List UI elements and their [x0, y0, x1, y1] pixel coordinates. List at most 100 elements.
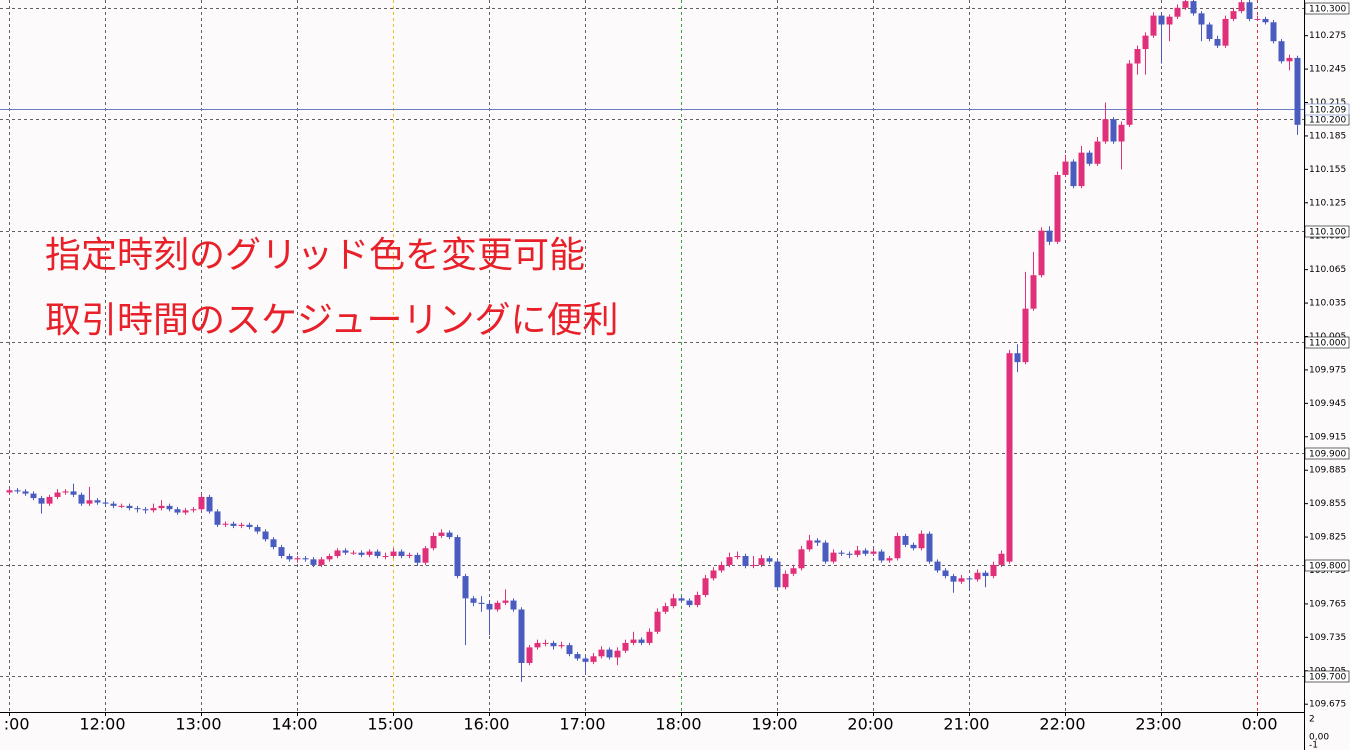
- candle-body: [1134, 49, 1141, 64]
- candle-body: [822, 542, 829, 562]
- candle-body: [1150, 15, 1157, 36]
- candle-body: [1086, 152, 1093, 164]
- candle-body: [1070, 161, 1077, 187]
- candle-body: [142, 509, 149, 511]
- candle-body: [774, 561, 781, 588]
- candle-body: [54, 492, 61, 497]
- candle-body: [1222, 18, 1229, 46]
- candle-body: [22, 491, 29, 494]
- candle-body: [470, 598, 477, 603]
- annotation: 指定時刻のグリッド色を変更可能: [45, 235, 585, 276]
- x-tick-label: 12:00: [79, 715, 125, 734]
- candle-body: [414, 554, 421, 563]
- candle-body: [502, 600, 509, 603]
- candle-body: [510, 600, 517, 610]
- grid-level-label: 110.100: [1309, 228, 1346, 238]
- grid-level-label: 110.200: [1309, 116, 1346, 126]
- indicator-label: 0,00: [1309, 733, 1329, 743]
- candle-body: [566, 645, 573, 655]
- y-tick-label: 110.035: [1309, 299, 1346, 309]
- candle-body: [374, 551, 381, 557]
- y-tick-label: 110.245: [1309, 65, 1346, 75]
- candle-body: [1102, 119, 1109, 142]
- y-tick-label: 109.885: [1309, 466, 1346, 476]
- candle-body: [878, 551, 885, 561]
- candle-body: [294, 558, 301, 560]
- candle-body: [86, 500, 93, 504]
- candle-body: [614, 650, 621, 658]
- candle-body: [398, 551, 405, 557]
- candle-body: [102, 502, 109, 504]
- candle-body: [710, 570, 717, 579]
- candle-body: [94, 500, 101, 503]
- grid-level-label: 109.700: [1309, 673, 1346, 683]
- candle-body: [1094, 141, 1101, 164]
- y-tick-label: 110.185: [1309, 131, 1346, 141]
- candle-body: [438, 532, 445, 536]
- candle-body: [350, 552, 357, 554]
- candle-body: [1158, 15, 1165, 25]
- candle-body: [494, 602, 501, 610]
- candle-body: [1078, 152, 1085, 187]
- candle-body: [1110, 119, 1117, 142]
- candle-body: [1022, 308, 1029, 363]
- x-tick-label: 16:00: [463, 715, 509, 734]
- x-tick-label: 13:00: [175, 715, 221, 734]
- candle-body: [1182, 1, 1189, 8]
- candle-body: [1270, 22, 1277, 42]
- candle-body: [118, 505, 125, 507]
- candle-body: [902, 535, 909, 545]
- candle-body: [454, 537, 461, 577]
- y-tick-label: 110.275: [1309, 31, 1346, 41]
- candle-body: [326, 556, 333, 560]
- candle-body: [1038, 230, 1045, 276]
- candle-body: [590, 656, 597, 662]
- candle-body: [798, 549, 805, 569]
- candle-body: [782, 573, 789, 588]
- candle-body: [150, 508, 157, 511]
- candle-body: [382, 556, 389, 558]
- candle-body: [766, 558, 773, 562]
- candle-body: [894, 535, 901, 559]
- current-price-label: 110.209: [1309, 106, 1346, 116]
- candle-body: [1190, 1, 1197, 14]
- candle-body: [542, 642, 549, 644]
- candle-body: [926, 533, 933, 562]
- candle-body: [430, 535, 437, 549]
- candle-body: [1206, 24, 1213, 39]
- candle-body: [678, 598, 685, 601]
- candle-body: [1174, 7, 1181, 17]
- candle-body: [126, 505, 133, 509]
- candle-body: [174, 509, 181, 513]
- candle-body: [550, 642, 557, 647]
- candle-body: [1238, 2, 1245, 12]
- grid-level-label: 109.800: [1309, 562, 1346, 572]
- y-tick-label: 109.855: [1309, 499, 1346, 509]
- annotation: 取引時間のスケジューリングに便利: [45, 300, 618, 341]
- x-tick-label: 23:00: [1135, 715, 1181, 734]
- candle-body: [686, 600, 693, 606]
- candle-body: [790, 568, 797, 574]
- y-tick-label: 109.675: [1309, 700, 1346, 710]
- y-tick-label: 109.915: [1309, 432, 1346, 442]
- candle-body: [966, 578, 973, 580]
- candle-body: [182, 510, 189, 513]
- candle-body: [918, 533, 925, 549]
- candle-body: [62, 491, 69, 493]
- candle-body: [478, 602, 485, 604]
- candle-body: [1054, 174, 1061, 242]
- candle-body: [630, 639, 637, 643]
- x-tick-label: 20:00: [847, 715, 893, 734]
- candle-body: [950, 576, 957, 582]
- candle-body: [1014, 353, 1021, 363]
- x-tick-label: 14:00: [271, 715, 317, 734]
- candle-body: [406, 554, 413, 557]
- x-tick-label: 15:00: [367, 715, 413, 734]
- candle-body: [270, 539, 277, 548]
- candle-body: [758, 558, 765, 565]
- y-tick-label: 109.735: [1309, 633, 1346, 643]
- candle-body: [6, 490, 13, 493]
- candle-body: [1118, 124, 1125, 142]
- candle-body: [166, 505, 173, 510]
- candle-body: [230, 523, 237, 526]
